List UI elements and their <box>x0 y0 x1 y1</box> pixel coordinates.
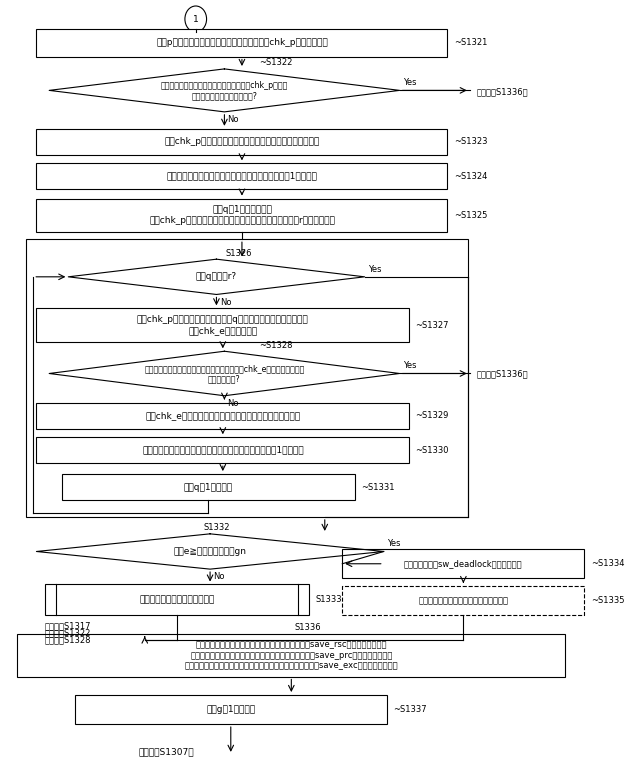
Text: 変数e≧グローバル変数gn: 変数e≧グローバル変数gn <box>173 547 246 556</box>
Text: ~S1337: ~S1337 <box>394 705 427 714</box>
Text: S1332: S1332 <box>203 524 230 532</box>
Text: ~S1334: ~S1334 <box>591 559 624 568</box>
Text: ~S1331: ~S1331 <box>362 483 395 491</box>
Text: ステップS1317: ステップS1317 <box>45 621 92 631</box>
FancyBboxPatch shape <box>342 586 584 615</box>
Text: No: No <box>228 115 239 124</box>
Text: 1: 1 <box>193 15 198 24</box>
Text: 変数gを1加算する: 変数gを1加算する <box>206 705 255 714</box>
FancyBboxPatch shape <box>75 695 387 724</box>
FancyBboxPatch shape <box>342 549 584 578</box>
Text: S1336: S1336 <box>294 623 321 632</box>
Text: 資源チェックルーチン呼び出し: 資源チェックルーチン呼び出し <box>140 595 214 604</box>
Text: ~S1323: ~S1323 <box>454 137 487 146</box>
Text: No: No <box>228 399 239 408</box>
Text: 変数q＞変数r?: 変数q＞変数r? <box>196 273 237 281</box>
Text: デッドロック検出メッセージを出力する: デッドロック検出メッセージを出力する <box>419 596 508 605</box>
Text: 作業用プロセス番号チェックリストに変数chk_pと同じ
プロセス番号が既に登録済み?: 作業用プロセス番号チェックリストに変数chk_pと同じ プロセス番号が既に登録済… <box>161 81 288 100</box>
Text: No: No <box>220 298 231 306</box>
Text: ステップS1328: ステップS1328 <box>45 635 92 644</box>
Text: ~S1329: ~S1329 <box>415 411 449 420</box>
Text: 作業用プロセス番号チェックリストのエントリ数を1加算する: 作業用プロセス番号チェックリストのエントリ数を1加算する <box>166 172 317 181</box>
Text: Yes: Yes <box>387 540 401 548</box>
Text: 変数pが示すスタック部のプロセス番号を変数chk_pにセットする: 変数pが示すスタック部のプロセス番号を変数chk_pにセットする <box>156 38 328 47</box>
Text: 変数chk_pを作業用プロセス番号チェックリストに追加する: 変数chk_pを作業用プロセス番号チェックリストに追加する <box>164 137 319 146</box>
Text: S1326: S1326 <box>225 249 252 258</box>
Text: ステップS1336へ: ステップS1336へ <box>476 88 528 96</box>
Text: 変数qに1をセットする
変数chk_pのプロセス排他情報部の排他プロセス数を変数rにセットする: 変数qに1をセットする 変数chk_pのプロセス排他情報部の排他プロセス数を変数… <box>149 206 335 225</box>
Text: ~S1335: ~S1335 <box>591 596 624 605</box>
FancyBboxPatch shape <box>45 584 309 615</box>
Text: ~S1325: ~S1325 <box>454 210 487 219</box>
FancyBboxPatch shape <box>36 437 409 464</box>
FancyBboxPatch shape <box>36 403 409 429</box>
FancyBboxPatch shape <box>17 634 565 677</box>
FancyBboxPatch shape <box>36 199 447 232</box>
Text: ~S1327: ~S1327 <box>415 320 449 330</box>
Text: 作業用プロセス排他番号チェックリストに変数chk_eと同じ排他番号が
既に登録済み?: 作業用プロセス排他番号チェックリストに変数chk_eと同じ排他番号が 既に登録済… <box>144 363 305 383</box>
Text: ステップS1307へ: ステップS1307へ <box>138 747 194 756</box>
Text: Yes: Yes <box>368 265 381 274</box>
Text: グローバル変数sw_deadlockをオンにする: グローバル変数sw_deadlockをオンにする <box>404 559 523 568</box>
Text: ステップS1322: ステップS1322 <box>45 628 91 638</box>
Text: ~S1321: ~S1321 <box>454 38 487 47</box>
FancyBboxPatch shape <box>36 308 409 342</box>
Text: 作業用プロセス排他番号チェックリストのエントリ数を1加算する: 作業用プロセス排他番号チェックリストのエントリ数を1加算する <box>142 446 303 455</box>
Text: Yes: Yes <box>403 79 417 87</box>
Text: 作業用占有資源チェックリストのエントリ数に変数save_rscの値をセットする
作業用プロセス番号チェックリストのエントリ数に変数save_prcの値をセットす: 作業用占有資源チェックリストのエントリ数に変数save_rscの値をセットする … <box>184 640 398 670</box>
Text: S1333: S1333 <box>316 595 342 604</box>
Text: ~S1324: ~S1324 <box>454 172 487 181</box>
Text: 変数chk_eを作業用プロセス排他番号チェックリストに追加: 変数chk_eを作業用プロセス排他番号チェックリストに追加 <box>145 411 300 420</box>
Text: ステップS1336へ: ステップS1336へ <box>476 369 528 378</box>
Text: 変数chk_pのプロセス排他情報部のq番目のエントリの排他番号を
変数chk_eにセットする: 変数chk_pのプロセス排他情報部のq番目のエントリの排他番号を 変数chk_e… <box>137 316 308 335</box>
Text: ~S1328: ~S1328 <box>259 340 293 350</box>
FancyBboxPatch shape <box>36 129 447 155</box>
FancyBboxPatch shape <box>36 29 447 57</box>
FancyBboxPatch shape <box>62 474 355 500</box>
Text: No: No <box>213 572 225 581</box>
Text: ~S1330: ~S1330 <box>415 446 449 455</box>
FancyBboxPatch shape <box>36 163 447 189</box>
Text: ~S1322: ~S1322 <box>259 59 293 67</box>
Text: Yes: Yes <box>403 361 417 370</box>
Text: 変数qを1加算する: 変数qを1加算する <box>184 483 233 491</box>
